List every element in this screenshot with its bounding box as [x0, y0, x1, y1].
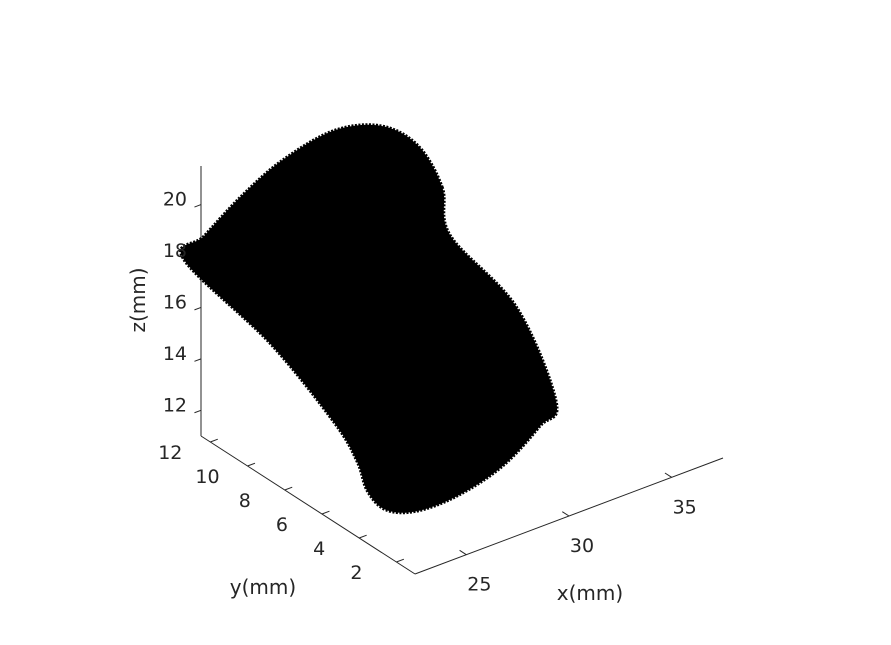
- y-tick-mark: [284, 486, 293, 491]
- y-axis-label: y(mm): [230, 575, 296, 599]
- y-tick-label: 4: [313, 538, 325, 560]
- z-tick-label: 18: [163, 240, 187, 262]
- z-tick-mark: [194, 306, 202, 311]
- y-tick-mark: [358, 534, 367, 539]
- y-tick-mark: [321, 510, 330, 515]
- x-tick-label: 25: [467, 574, 491, 596]
- y-tick-mark: [210, 438, 218, 443]
- x-axis-label: x(mm): [557, 581, 623, 605]
- z-tick-label: 14: [163, 343, 187, 365]
- y-tick-mark: [396, 558, 405, 563]
- x-tick-mark: [664, 472, 672, 478]
- x-tick-mark: [562, 511, 570, 517]
- z-tick-label: 12: [163, 394, 187, 416]
- y-tick-label: 2: [350, 562, 362, 584]
- z-tick-mark: [194, 204, 202, 208]
- x-tick-mark: [459, 549, 467, 556]
- y-axis-line: [200, 435, 416, 575]
- z-tick-mark: [194, 358, 202, 362]
- x-tick-label: 35: [673, 496, 697, 518]
- axes: [194, 166, 724, 575]
- y-tick-label: 8: [239, 490, 251, 512]
- y-tick-label: 10: [195, 466, 219, 488]
- y-tick-mark: [247, 462, 256, 467]
- tick-labels: 25 30 35 2 4 6 8 10 12 12 14 16 18 20: [158, 189, 697, 596]
- z-tick-label: 16: [163, 291, 187, 313]
- x-tick-label: 30: [570, 535, 594, 557]
- z-axis-label: z(mm): [126, 267, 150, 332]
- z-tick-mark: [194, 409, 202, 414]
- y-tick-label: 12: [158, 442, 182, 464]
- z-tick-label: 20: [163, 189, 187, 211]
- y-tick-label: 6: [276, 514, 288, 536]
- point-cloud-blob: [179, 123, 559, 515]
